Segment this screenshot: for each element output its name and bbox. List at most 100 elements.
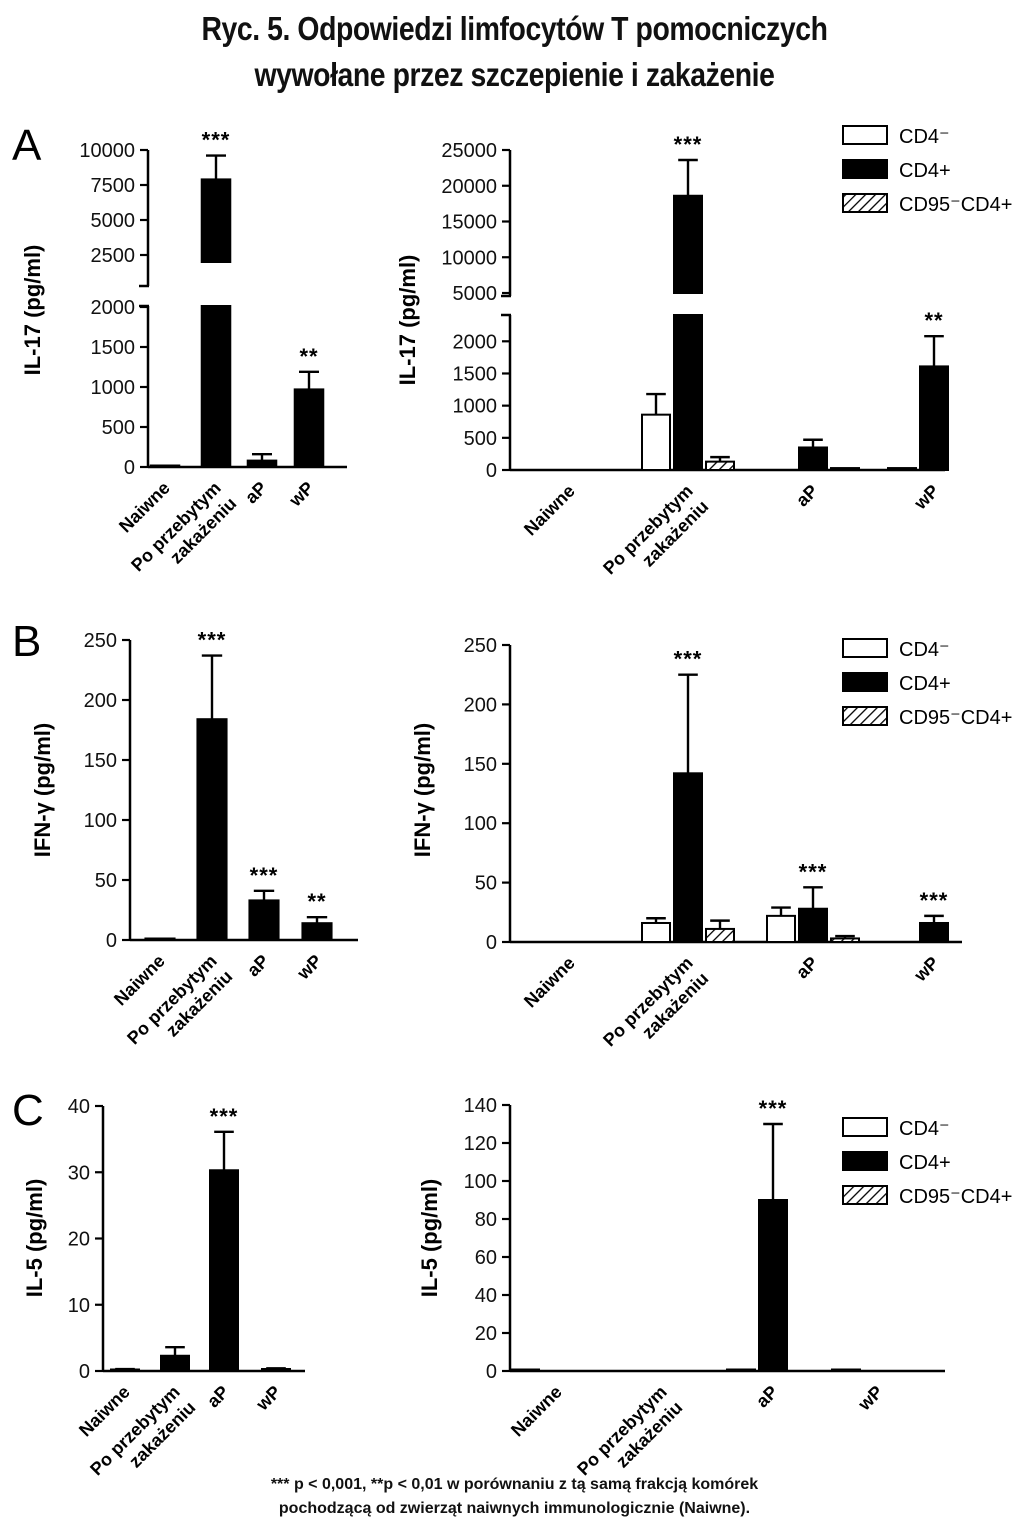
y-tick-label: 40 [475, 1285, 497, 1307]
bar-cd4-neg [766, 914, 796, 944]
y-tick-label: 1000 [91, 377, 136, 399]
y-axis-label: IFN-γ (pg/ml) [410, 723, 435, 857]
y-tick-label: 2000 [453, 331, 498, 353]
significance-label: *** [674, 647, 703, 672]
y-tick-label: 0 [106, 930, 117, 952]
legend-swatch [842, 125, 888, 145]
legend-swatch [842, 159, 888, 179]
significance-label: ** [299, 344, 318, 369]
chart-1: 0 500 1000 1500 2000 2500 5000 7500 10000 IL-17 (… [20, 128, 347, 575]
y-tick-label: 100 [84, 810, 117, 832]
y-tick-label: 30 [68, 1162, 90, 1184]
legend-label: CD95⁻CD4+ [899, 194, 1012, 216]
y-tick-label: 20 [68, 1229, 90, 1251]
y-tick-label: 0 [486, 460, 497, 482]
x-category-label: wP [293, 951, 326, 984]
y-tick-label: 7500 [91, 175, 136, 197]
y-tick-label: 2500 [91, 245, 136, 267]
significance-label: ** [307, 889, 326, 914]
y-axis-label: IL-17 (pg/ml) [395, 255, 420, 386]
y-tick-label: 200 [84, 690, 117, 712]
figure-title-line-2: wywołane przez szczepienie i zakażenie [254, 56, 775, 93]
panel-letter-b: B [12, 617, 41, 666]
y-tick-label: 0 [486, 1361, 497, 1383]
x-category-label: Naiwne [507, 1382, 566, 1441]
x-category-label: wP [285, 478, 318, 511]
bar-cd95neg-cd4pos [705, 460, 735, 472]
y-tick-label: 20000 [441, 176, 497, 198]
bar [196, 718, 228, 942]
y-tick-label: 5000 [453, 283, 498, 305]
y-tick-label: 5000 [91, 210, 136, 232]
bar-cd4-neg [831, 1368, 861, 1372]
bar [209, 1169, 239, 1372]
bar [246, 459, 278, 469]
y-tick-label: 1500 [91, 337, 136, 359]
chart-2: 0 500 1000 1500 2000 5000 10000 15000 20000 25000… [395, 125, 1012, 594]
legend-swatch [842, 638, 888, 658]
x-category-label: aP [241, 478, 271, 508]
x-category-label: Naiwne [520, 953, 579, 1012]
bar [301, 922, 333, 942]
y-tick-label: 0 [486, 932, 497, 954]
y-tick-label: 10000 [79, 140, 135, 162]
y-tick-label: 1500 [453, 363, 498, 385]
significance-label: *** [250, 863, 279, 888]
significance-label: *** [202, 128, 231, 153]
x-category-label: Po przebytymzakażeniu [599, 953, 712, 1066]
legend-label: CD4⁻ [899, 1118, 950, 1140]
bar [248, 899, 280, 942]
bar-cd4-pos [758, 1199, 788, 1372]
significance-label: ** [924, 308, 943, 333]
bar-cd4-pos [673, 314, 703, 471]
bar-cd4-pos [798, 907, 828, 944]
y-tick-label: 500 [464, 428, 497, 450]
footnote-line-2: pochodzącą od zwierząt naiwnych immunolo… [278, 1500, 751, 1517]
bar-cd4-pos [798, 446, 828, 472]
x-category-label: Po przebytymzakażeniu [599, 481, 712, 594]
figure-title-line-1: Ryc. 5. Odpowiedzi limfocytów T pomocnic… [201, 10, 828, 47]
footnote-line-1: *** p < 0,001, **p < 0,01 w porównaniu z… [270, 1476, 759, 1493]
bar-cd4-pos [919, 921, 949, 944]
significance-label: *** [759, 1096, 788, 1121]
bar-cd4-neg [726, 1368, 756, 1372]
significance-label: *** [799, 859, 828, 884]
significance-label: *** [674, 132, 703, 157]
y-tick-label: 25000 [441, 140, 497, 162]
y-tick-label: 50 [95, 870, 117, 892]
legend-swatch [842, 1185, 888, 1205]
y-tick-label: 500 [102, 417, 135, 439]
y-tick-label: 50 [475, 873, 497, 895]
bar [200, 178, 232, 263]
significance-label: *** [210, 1104, 239, 1129]
bar-cd95neg-cd4pos [830, 937, 860, 943]
legend-label: CD4⁻ [899, 639, 950, 661]
y-tick-label: 10 [68, 1295, 90, 1317]
legend-label: CD4+ [899, 673, 951, 695]
x-category-label: aP [752, 1382, 782, 1412]
bar-cd95neg-cd4pos [830, 467, 860, 472]
y-tick-label: 250 [84, 630, 117, 652]
y-tick-label: 140 [464, 1095, 497, 1117]
bar [160, 1354, 190, 1372]
significance-label: *** [920, 888, 949, 913]
bar-cd95neg-cd4pos [705, 927, 735, 944]
y-tick-label: 40 [68, 1096, 90, 1118]
bar-cd4-pos [673, 772, 703, 944]
legend-label: CD95⁻CD4+ [899, 707, 1012, 729]
legend-swatch [842, 672, 888, 692]
y-tick-label: 60 [475, 1247, 497, 1269]
y-tick-label: 20 [475, 1323, 497, 1345]
x-category-label: wP [910, 481, 943, 514]
y-tick-label: 120 [464, 1133, 497, 1155]
bar [293, 388, 325, 468]
legend-label: CD4+ [899, 1152, 951, 1174]
x-category-label: wP [252, 1382, 285, 1415]
y-tick-label: 1000 [453, 396, 498, 418]
legend-swatch [842, 706, 888, 726]
y-axis-label: IL-5 (pg/ml) [22, 1179, 47, 1298]
